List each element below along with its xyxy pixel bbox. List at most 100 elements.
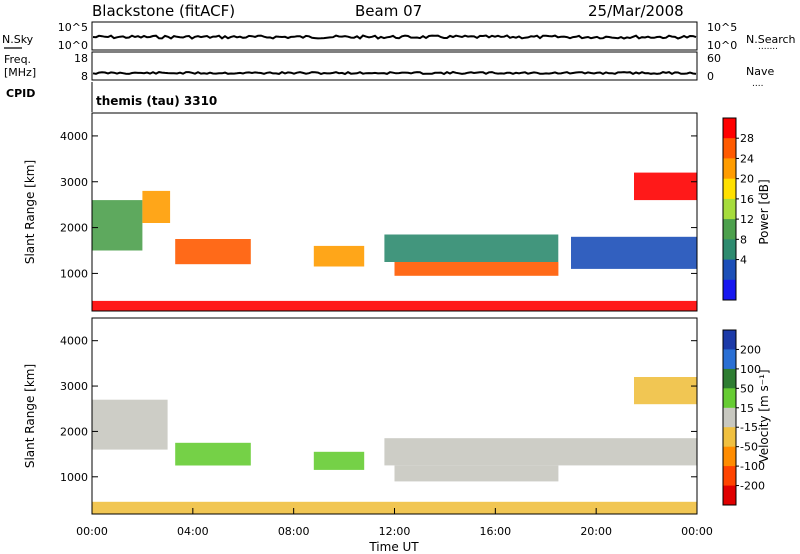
velocity-panel-bg <box>92 318 697 514</box>
velocity-region-4 <box>394 465 559 482</box>
velocity-colorbar-label-7: -200 <box>740 480 765 493</box>
power-ytick-label-3: 4000 <box>60 130 88 143</box>
freq-frame <box>91 51 698 81</box>
power-colorbar-swatch-8 <box>723 279 736 301</box>
velocity-colorbar-swatch-7 <box>723 466 736 486</box>
power-colorbar-label-5: 8 <box>740 233 747 246</box>
velocity-region-2 <box>313 451 365 470</box>
freq-label: Freq. <box>4 53 31 66</box>
nsky-trace <box>92 34 697 40</box>
power-colorbar-swatch-4 <box>723 198 736 220</box>
time-tick-label-5: 20:00 <box>580 525 612 538</box>
velocity-ylabel: Slant Range [km] <box>23 364 37 468</box>
velocity-colorbar: 200 100 50 15 -15 -50 -100 -200 <box>722 329 765 506</box>
velocity-colorbar-label-0: 200 <box>740 343 761 356</box>
time-tick-label-4: 16:00 <box>479 525 511 538</box>
time-tick-label-1: 04:00 <box>177 525 209 538</box>
nsky-label: N.Sky <box>2 33 34 46</box>
power-region-5 <box>394 262 559 276</box>
velocity-colorbar-swatch-6 <box>723 446 736 467</box>
velocity-colorbar-swatch-4 <box>723 407 736 428</box>
power-ylabel: Slant Range [km] <box>23 160 37 264</box>
power-colorbar-label-1: 24 <box>740 152 754 165</box>
nave-tick-top: 60 <box>707 52 721 65</box>
station-title: Blackstone (fitACF) <box>92 2 235 20</box>
nsky-panel: N.Sky 10^5 10^0 10^5 10^0 N.Search .....… <box>2 21 796 52</box>
power-region-2 <box>175 239 251 265</box>
velocity-y-axis: 1000 2000 3000 4000 <box>60 335 697 484</box>
nsky-tick-top: 10^5 <box>58 21 88 34</box>
velocity-ytick-label-2: 3000 <box>60 380 88 393</box>
velocity-region-6 <box>92 501 697 515</box>
power-colorbar-label: Power [dB] <box>757 179 771 244</box>
time-tick-label-3: 12:00 <box>379 525 411 538</box>
power-region-7 <box>634 172 697 201</box>
velocity-colorbar-swatch-5 <box>723 427 736 448</box>
velocity-x-axis: 00:00 04:00 08:00 12:00 16:00 20:00 00:00 <box>76 508 713 538</box>
power-colorbar-swatch-6 <box>723 239 736 260</box>
velocity-colorbar-swatch-2 <box>723 368 736 389</box>
freq-panel: Freq. [MHz] 18 8 60 0 Nave .... <box>4 51 774 89</box>
power-colorbar-swatch-2 <box>723 158 736 180</box>
power-region-0 <box>92 200 143 251</box>
velocity-colorbar-swatch-1 <box>723 349 736 370</box>
power-colorbar-label-0: 28 <box>740 132 754 145</box>
time-tick-label-2: 08:00 <box>278 525 310 538</box>
power-colorbar-label-6: 4 <box>740 254 747 267</box>
velocity-colorbar-label-4: -15 <box>740 421 758 434</box>
velocity-colorbar-swatch-0 <box>723 330 736 350</box>
velocity-colorbar-swatch-8 <box>723 485 736 506</box>
power-colorbar-swatch-3 <box>723 178 736 200</box>
power-heatmap <box>92 172 697 311</box>
power-frame <box>91 112 698 312</box>
nave-legend: .... <box>752 79 763 89</box>
nsearch-label: N.Search <box>746 33 796 46</box>
velocity-ytick-label-3: 4000 <box>60 335 88 348</box>
nsky-tick-bottom: 10^0 <box>58 39 88 52</box>
cpid-label: CPID <box>6 87 35 100</box>
power-y-axis: 1000 2000 3000 4000 <box>60 130 697 280</box>
power-colorbar-label-2: 20 <box>740 173 754 186</box>
freq-tick-top: 18 <box>74 52 88 65</box>
power-colorbar-label-4: 12 <box>740 213 754 226</box>
velocity-colorbar-label: Velocity [m s⁻¹] <box>757 369 771 462</box>
power-ytick-label-0: 1000 <box>60 267 88 280</box>
power-region-6 <box>571 236 697 269</box>
freq-tick-bottom: 8 <box>81 70 88 83</box>
cpid-text: themis (tau) 3310 <box>96 94 217 108</box>
nsearch-tick-top: 10^5 <box>707 21 737 34</box>
beam-title: Beam 07 <box>355 2 422 20</box>
power-region-1 <box>142 190 171 223</box>
power-colorbar-swatch-5 <box>723 219 736 240</box>
power-region-4 <box>384 234 559 262</box>
time-tick-label-6: 00:00 <box>681 525 713 538</box>
velocity-colorbar-label-6: -100 <box>740 460 765 473</box>
nsearch-tick-bottom: 10^0 <box>707 39 737 52</box>
power-region-8 <box>92 300 697 311</box>
power-region-3 <box>313 245 365 267</box>
power-colorbar-frame <box>722 117 737 301</box>
power-colorbar-swatch-1 <box>723 138 736 159</box>
power-colorbar-swatch-7 <box>723 259 736 281</box>
power-ytick-label-1: 2000 <box>60 222 88 235</box>
velocity-colorbar-label-2: 50 <box>740 382 754 395</box>
time-tick-label-0: 00:00 <box>76 525 108 538</box>
velocity-colorbar-frame <box>722 329 737 506</box>
freq-trace <box>92 70 697 76</box>
nave-label: Nave <box>746 65 774 78</box>
date-title: 25/Mar/2008 <box>588 2 684 20</box>
velocity-colorbar-swatch-3 <box>723 388 736 409</box>
velocity-ytick-label-0: 1000 <box>60 471 88 484</box>
power-ytick-label-2: 3000 <box>60 176 88 189</box>
velocity-ytick-label-1: 2000 <box>60 425 88 438</box>
velocity-colorbar-label-3: 15 <box>740 402 754 415</box>
velocity-colorbar-label-5: -50 <box>740 441 758 454</box>
velocity-colorbar-label-1: 100 <box>740 363 761 376</box>
power-panel-bg <box>92 113 697 311</box>
nsearch-legend: ....... <box>758 42 778 52</box>
power-colorbar: 28 24 20 16 12 8 4 <box>722 117 754 301</box>
freq-unit-label: [MHz] <box>4 66 36 79</box>
power-panel: 1000 2000 3000 4000 Slant Range [km] 28 24 20… <box>23 112 771 312</box>
velocity-region-3 <box>384 438 697 466</box>
